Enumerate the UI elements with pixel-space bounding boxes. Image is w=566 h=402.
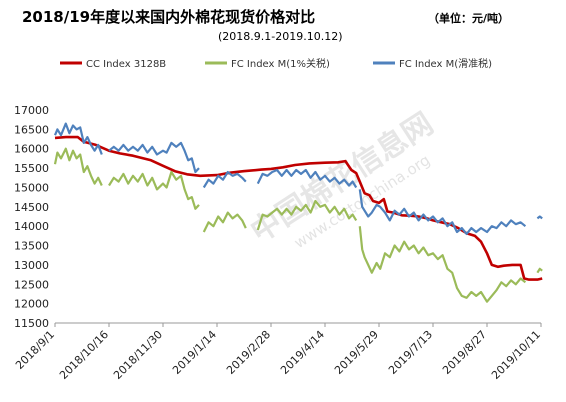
x-tick-label: 2019/1/14 xyxy=(170,328,219,377)
y-tick-label: 15500 xyxy=(14,162,49,175)
series-line-1 xyxy=(54,135,543,281)
x-tick-label: 2019/7/13 xyxy=(386,328,435,377)
y-tick-label: 17000 xyxy=(14,104,49,117)
legend: CC Index 3128B FC Index M(1%关税) FC Index M… xyxy=(60,57,492,70)
series-line-3 xyxy=(108,141,200,174)
y-tick-label: 14500 xyxy=(14,201,49,214)
series-line-2 xyxy=(53,147,103,186)
series-line-3 xyxy=(202,170,247,189)
x-tick-label: 2019/4/14 xyxy=(278,328,327,377)
x-tick-label: 2019/5/29 xyxy=(332,328,381,377)
series-line-2 xyxy=(256,199,358,231)
legend-label-1: CC Index 3128B xyxy=(86,59,166,70)
series-line-3 xyxy=(358,189,527,235)
legend-label-2: FC Index M(1%关税) xyxy=(231,57,330,70)
y-tick-label: 12500 xyxy=(14,278,49,291)
x-tick-label: 2019/8/27 xyxy=(440,328,489,377)
series-line-2 xyxy=(536,267,543,274)
series-line-3 xyxy=(53,122,103,155)
y-tick-label: 15000 xyxy=(14,181,49,194)
series-line-3 xyxy=(256,168,358,189)
x-tick-label: 2019/2/28 xyxy=(224,328,273,377)
legend-label-3: FC Index M(滑准税) xyxy=(399,57,492,70)
y-tick-label: 11500 xyxy=(14,317,49,330)
x-axis: 2018/9/1 2018/10/16 2018/11/30 2019/1/14 201… xyxy=(13,322,543,382)
x-tick-label: 2018/10/16 xyxy=(57,328,111,382)
y-tick-label: 16000 xyxy=(14,143,49,156)
series-line-2 xyxy=(358,226,527,303)
x-tick-label: 2018/11/30 xyxy=(111,328,165,382)
series-line-3 xyxy=(536,215,543,220)
y-axis: 11500 12000 12500 13000 13500 14000 14500 15000… xyxy=(14,104,49,330)
x-tick-label: 2018/9/1 xyxy=(13,328,57,372)
series-line-2 xyxy=(108,170,200,210)
y-tick-label: 12000 xyxy=(14,298,49,311)
chart-unit: （单位：元/吨） xyxy=(428,11,509,25)
y-tick-label: 13000 xyxy=(14,259,49,272)
chart-subtitle: (2018.9.1-2019.10.12) xyxy=(218,30,343,43)
watermark: 中国棉花信息网 www.cottonchina.org xyxy=(245,106,440,252)
x-tick-label: 2019/10/11 xyxy=(489,328,543,382)
y-tick-label: 13500 xyxy=(14,240,49,253)
series-line-2 xyxy=(202,211,247,233)
plot-area xyxy=(53,122,543,303)
chart-title: 2018/19年度以来国内外棉花现货价格对比 xyxy=(22,8,315,26)
y-tick-label: 14000 xyxy=(14,220,49,233)
y-tick-label: 16500 xyxy=(14,123,49,136)
